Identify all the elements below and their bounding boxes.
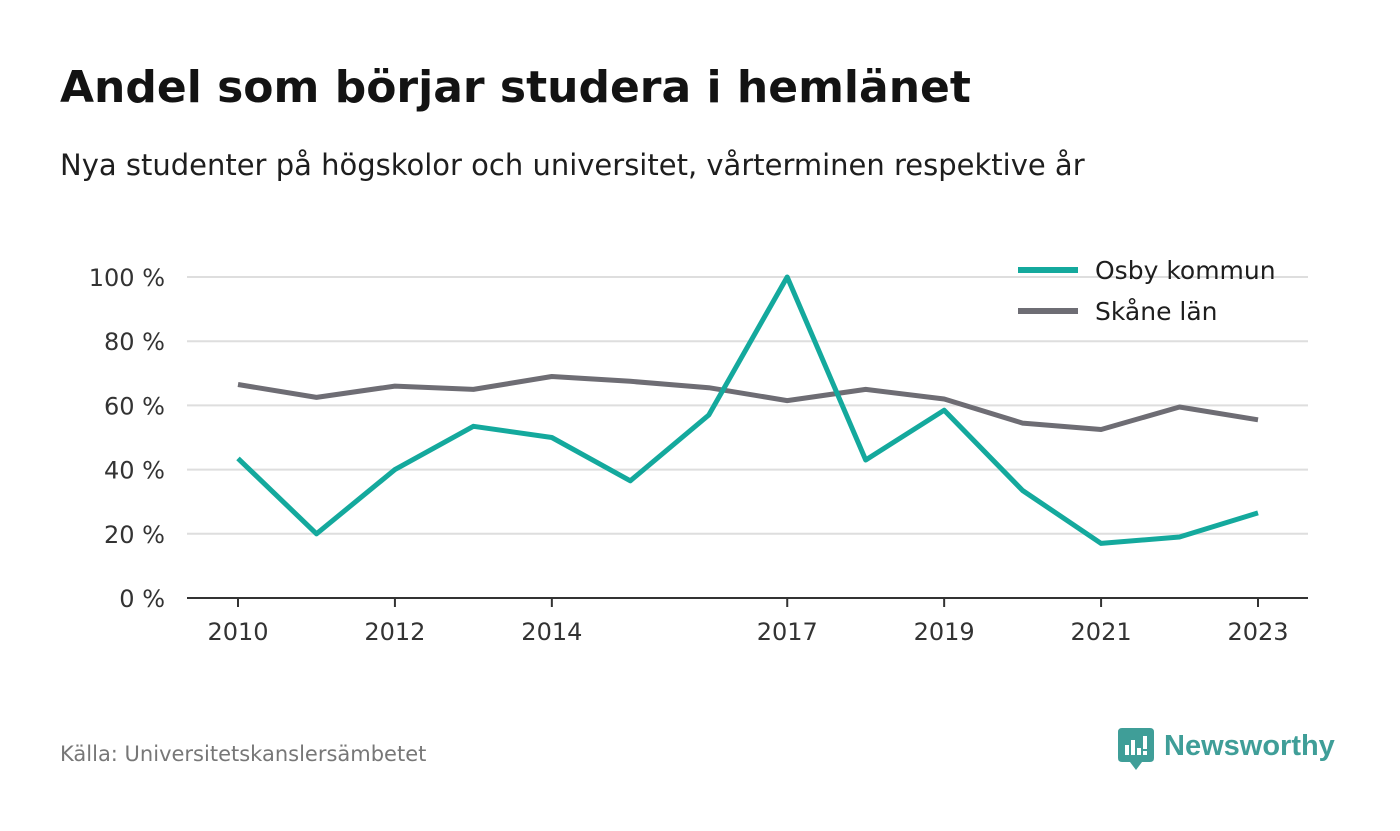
x-tick-label: 2019 (914, 618, 975, 646)
x-tick-label: 2014 (521, 618, 582, 646)
y-tick-label: 20 % (104, 521, 165, 549)
y-tick-label: 100 % (89, 264, 165, 292)
x-tick-label: 2010 (207, 618, 268, 646)
x-tick-label: 2017 (757, 618, 818, 646)
y-tick-label: 0 % (119, 585, 165, 613)
x-tick-label: 2023 (1227, 618, 1288, 646)
brand-name: Newsworthy (1164, 730, 1335, 762)
source-note: Källa: Universitetskanslersämbetet (60, 742, 427, 766)
legend-label: Skåne län (1095, 297, 1218, 326)
legend-label: Osby kommun (1095, 256, 1276, 285)
series-lines (236, 274, 1259, 546)
y-tick-label: 40 % (104, 457, 165, 485)
series-line-skåne-län (237, 374, 1259, 432)
y-tick-label: 80 % (104, 328, 165, 356)
brand-logo: Newsworthy (1118, 728, 1335, 772)
chart-title: Andel som börjar studera i hemlänet (60, 62, 971, 113)
line-chart: 0 % 20 % 40 % 60 % 80 % 100 % 2010 2012 2014 2017… (89, 256, 1308, 646)
chart-subtitle: Nya studenter på högskolor och universit… (60, 148, 1085, 182)
series-line-osby-kommun (236, 274, 1259, 546)
y-tick-label: 60 % (104, 392, 165, 420)
axes: 0 % 20 % 40 % 60 % 80 % 100 % 2010 2012 2014 2017… (89, 264, 1308, 646)
x-tick-label: 2012 (364, 618, 425, 646)
legend: Osby kommun Skåne län (1018, 256, 1276, 326)
x-tick-label: 2021 (1071, 618, 1132, 646)
newsworthy-logo-icon (1118, 728, 1154, 770)
gridlines (187, 276, 1308, 535)
